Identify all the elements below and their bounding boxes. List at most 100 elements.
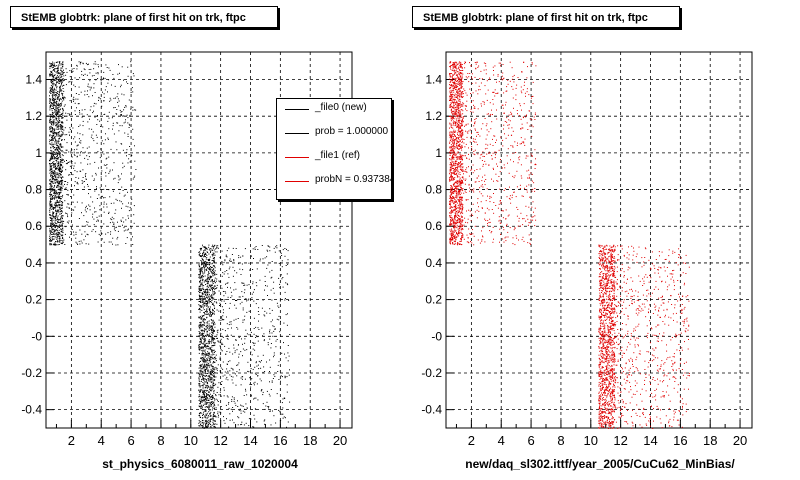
data-point	[454, 209, 456, 211]
data-point	[207, 416, 209, 418]
data-point	[210, 268, 212, 270]
data-point	[61, 70, 63, 72]
data-point	[206, 313, 208, 315]
data-point	[277, 371, 279, 372]
data-point	[230, 287, 231, 289]
data-point	[236, 364, 238, 366]
data-point	[49, 236, 51, 238]
data-point	[54, 96, 56, 98]
data-point	[62, 236, 63, 238]
data-point	[200, 283, 202, 285]
data-point	[100, 126, 102, 127]
data-point	[210, 287, 212, 289]
data-point	[52, 99, 53, 101]
data-point	[208, 402, 210, 404]
data-point	[461, 81, 463, 83]
data-point	[458, 194, 460, 196]
data-point	[58, 140, 60, 142]
data-point	[59, 148, 61, 150]
data-point	[112, 169, 113, 171]
legend-label-ref: _file1 (ref)	[315, 150, 361, 161]
data-point	[454, 121, 456, 123]
data-point	[59, 238, 61, 240]
data-point	[210, 271, 212, 272]
data-point	[55, 139, 57, 141]
data-point	[452, 143, 454, 145]
data-point	[52, 228, 54, 230]
data-point	[82, 169, 84, 171]
data-point	[457, 117, 459, 119]
data-point	[66, 160, 67, 161]
data-point	[198, 420, 200, 422]
data-point	[211, 294, 212, 296]
data-point	[57, 146, 59, 148]
data-point	[88, 69, 90, 70]
data-point	[61, 79, 63, 81]
data-point	[256, 268, 258, 270]
data-point	[276, 247, 278, 249]
data-point	[451, 228, 452, 230]
data-point	[198, 349, 200, 350]
data-point	[61, 134, 63, 136]
data-point	[221, 317, 223, 319]
data-point	[54, 202, 56, 204]
data-point	[57, 73, 59, 75]
data-point	[213, 269, 215, 271]
data-point	[217, 413, 219, 415]
data-point	[206, 317, 208, 319]
data-point	[206, 251, 208, 253]
data-point	[450, 175, 452, 177]
data-point	[202, 376, 204, 377]
data-point	[201, 357, 203, 358]
data-point	[452, 64, 454, 65]
data-point	[108, 111, 110, 113]
data-point	[108, 189, 110, 191]
data-point	[65, 68, 67, 70]
data-point	[450, 224, 452, 226]
data-point	[51, 140, 53, 142]
data-point	[52, 146, 54, 148]
y-tick-label: 1	[35, 146, 42, 160]
data-point	[115, 226, 117, 228]
data-point	[232, 266, 234, 268]
data-point	[280, 380, 281, 382]
data-point	[201, 378, 203, 380]
data-point	[280, 375, 282, 377]
data-point	[208, 325, 210, 327]
data-point	[56, 115, 58, 117]
data-point	[458, 78, 460, 80]
data-point	[460, 229, 462, 231]
data-point	[198, 327, 200, 329]
data-point	[278, 277, 280, 279]
data-point	[449, 168, 451, 170]
data-point	[55, 174, 57, 176]
data-point	[202, 280, 203, 282]
data-point	[97, 115, 98, 116]
data-point	[455, 208, 457, 210]
data-point	[206, 330, 208, 332]
data-point	[70, 150, 72, 152]
data-point	[73, 234, 75, 236]
data-point	[232, 247, 234, 249]
data-point	[449, 95, 451, 97]
data-point	[202, 287, 204, 289]
data-point	[108, 241, 110, 243]
data-point	[202, 348, 204, 350]
data-point	[214, 273, 216, 275]
data-point	[453, 106, 455, 108]
data-point	[250, 395, 252, 397]
data-point	[208, 425, 209, 427]
data-point	[53, 233, 54, 235]
data-point	[210, 276, 212, 278]
data-point	[210, 385, 211, 387]
x-tick-label: 8	[557, 433, 564, 448]
data-point	[451, 111, 453, 113]
data-point	[210, 354, 212, 356]
data-point	[229, 321, 231, 323]
data-point	[209, 310, 211, 311]
data-point	[209, 256, 211, 258]
data-point	[122, 115, 124, 117]
data-point	[273, 374, 275, 376]
data-point	[263, 420, 265, 422]
data-point	[93, 68, 95, 70]
